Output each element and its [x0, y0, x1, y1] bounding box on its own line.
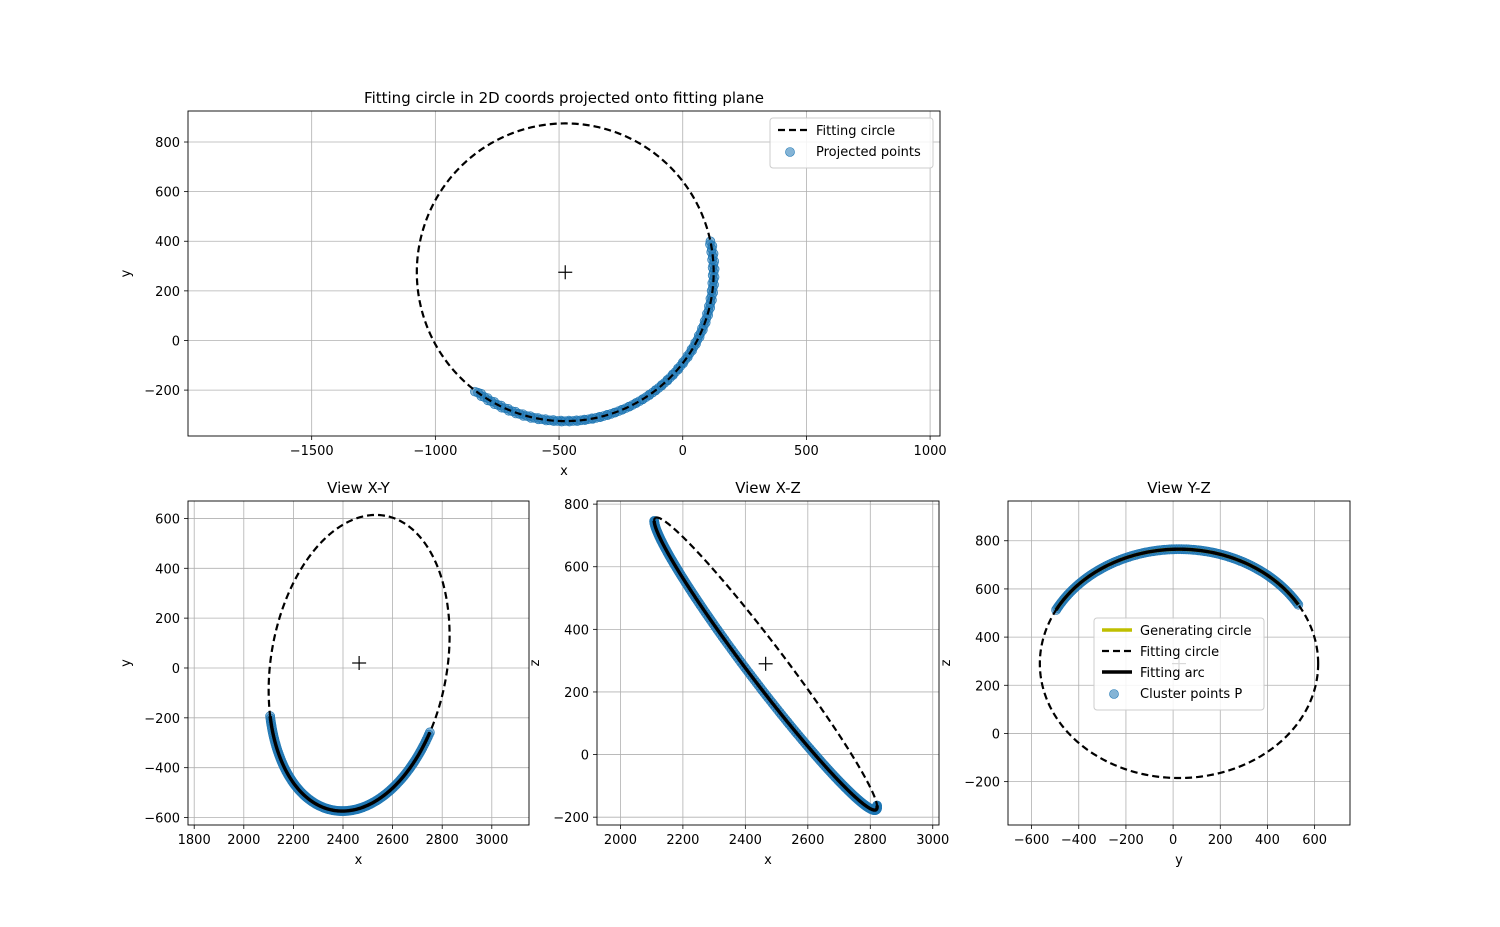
y-tick-label: 400 [564, 623, 589, 638]
fitting-arc [1054, 547, 1300, 611]
y-tick-label: 200 [155, 612, 180, 627]
y-tick-label: −200 [553, 811, 589, 826]
x-tick-label: −200 [1108, 833, 1144, 848]
x-tick-label: 2600 [376, 833, 409, 848]
y-tick-label: 200 [975, 679, 1000, 694]
chart-title: View Y-Z [1147, 479, 1210, 497]
y-axis-label: z [528, 659, 543, 666]
x-tick-label: 500 [794, 444, 819, 459]
cluster-points [265, 711, 435, 816]
plot-area [1038, 544, 1320, 780]
x-tick-label: 400 [1255, 833, 1280, 848]
plot-area [649, 516, 883, 815]
panel-2d: −1500 −1000 −500 0 500 1000 −200 0 200 400 600 800 x… [119, 89, 947, 479]
y-tick-label: 0 [581, 749, 589, 764]
y-tick-label: −200 [964, 776, 1000, 791]
x-tick-label: 0 [679, 444, 687, 459]
projected-points [470, 236, 720, 427]
y-tick-label: −400 [144, 762, 180, 777]
x-tick-label: 2000 [227, 833, 260, 848]
grid-lines [597, 501, 939, 825]
x-axis-label: x [355, 853, 363, 868]
cluster-points [1051, 544, 1304, 615]
y-tick-label: −200 [144, 384, 180, 399]
fitting-circle [415, 122, 715, 423]
x-tick-label: −500 [541, 444, 577, 459]
y-tick-label: 600 [155, 512, 180, 527]
y-tick-label: 800 [155, 136, 180, 151]
y-tick-label: 600 [564, 561, 589, 576]
axes-frame [187, 110, 941, 437]
x-tick-label: 2400 [326, 833, 359, 848]
y-tick-label: 400 [155, 562, 180, 577]
legend-label: Fitting arc [1140, 666, 1205, 681]
fitting-arc [268, 715, 432, 813]
grid-lines [188, 501, 529, 825]
y-axis-label: y [119, 659, 134, 667]
panel-xy: 1800 2000 2200 2400 2600 2800 3000−600−400−200… [119, 479, 530, 868]
chart-title: View X-Y [327, 479, 391, 497]
chart-title: View X-Z [735, 479, 801, 497]
x-tick-label: −1500 [290, 444, 334, 459]
x-axis-label: x [764, 853, 772, 868]
x-tick-label: 2600 [791, 833, 824, 848]
y-tick-label: 200 [564, 686, 589, 701]
axes-frame [1007, 500, 1351, 826]
x-tick-label: 2400 [729, 833, 762, 848]
y-tick-label: 400 [975, 631, 1000, 646]
legend-box [769, 117, 934, 169]
x-tick-label: 1000 [914, 444, 947, 459]
y-tick-label: 0 [172, 662, 180, 677]
x-tick-label: 3000 [475, 833, 508, 848]
x-tick-label: 3000 [916, 833, 949, 848]
legend-label: Projected points [816, 145, 921, 160]
legend-label: Generating circle [1140, 624, 1252, 639]
legend-swatch-marker [785, 147, 795, 157]
plot-area [265, 513, 451, 816]
x-tick-label: 600 [1302, 833, 1327, 848]
y-tick-label: 800 [975, 535, 1000, 550]
y-tick-label: 600 [975, 583, 1000, 598]
legend: Generating circle Fitting circle Fitting a… [1093, 617, 1265, 711]
panel-xz: 2000 2200 2400 2600 2800 3000 −200 0 200 400 600 80… [528, 479, 949, 868]
x-tick-label: 2800 [426, 833, 459, 848]
x-tick-label: 2200 [277, 833, 310, 848]
plot-area [415, 122, 720, 427]
y-tick-label: 0 [992, 727, 1000, 742]
x-tick-label: −1000 [413, 444, 457, 459]
x-tick-label: −400 [1061, 833, 1097, 848]
fitting-arc [652, 520, 879, 812]
x-tick-label: 2000 [604, 833, 637, 848]
legend-swatch-marker [1109, 689, 1119, 699]
legend: Fitting circle Projected points [769, 117, 934, 169]
y-tick-label: 800 [564, 498, 589, 513]
x-tick-label: 200 [1208, 833, 1233, 848]
axes-frame [187, 500, 530, 826]
legend-label: Fitting circle [816, 124, 895, 139]
y-axis-label: y [119, 269, 134, 277]
x-tick-label: 1800 [178, 833, 211, 848]
y-tick-label: 200 [155, 285, 180, 300]
x-axis-label: y [1175, 853, 1183, 868]
y-tick-label: 0 [172, 334, 180, 349]
y-tick-label: −600 [144, 812, 180, 827]
y-tick-label: −200 [144, 712, 180, 727]
x-tick-label: −600 [1014, 833, 1050, 848]
panel-yz: −600 −400 −200 0 200 400 600 −200 0 200 400 600 800 y… [939, 479, 1351, 868]
x-axis-label: x [560, 464, 568, 479]
legend-box [1093, 617, 1265, 711]
y-axis-label: z [939, 659, 954, 666]
legend-label: Cluster points P [1140, 687, 1242, 702]
x-tick-label: 0 [1169, 833, 1177, 848]
legend-label: Fitting circle [1140, 645, 1219, 660]
x-tick-label: 2200 [666, 833, 699, 848]
y-tick-label: 400 [155, 235, 180, 250]
chart-title: Fitting circle in 2D coords projected on… [364, 89, 764, 107]
axes-frame [596, 500, 940, 826]
y-tick-label: 600 [155, 186, 180, 201]
x-tick-label: 2800 [854, 833, 887, 848]
